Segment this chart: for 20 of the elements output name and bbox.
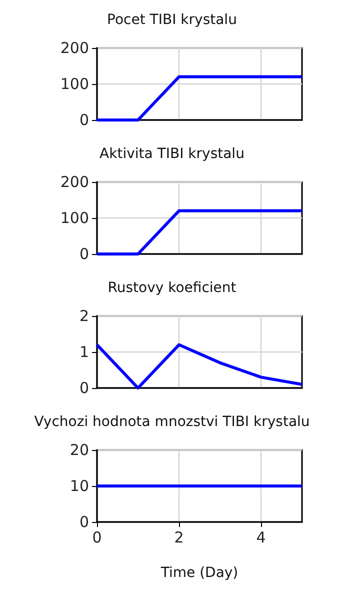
x-axis-title: Time (Day): [160, 565, 238, 581]
y-tick-label: 0: [79, 245, 89, 263]
y-tick-label: 2: [79, 307, 89, 325]
y-tick-label: 200: [60, 173, 89, 191]
y-tick-label: 100: [60, 209, 89, 227]
y-tick-label: 0: [79, 513, 89, 531]
y-tick-label: 0: [79, 111, 89, 129]
x-tick-label: 2: [174, 528, 184, 546]
y-tick-label: 1: [79, 343, 89, 361]
y-tick-label: 0: [79, 379, 89, 397]
x-tick-label: 0: [92, 528, 102, 546]
chart-title: Pocet TIBI krystalu: [107, 12, 237, 28]
chart-title: Rustovy koeficient: [108, 280, 237, 296]
y-tick-label: 20: [70, 441, 89, 459]
x-tick-label: 4: [256, 528, 266, 546]
chart-title: Aktivita TIBI krystalu: [100, 146, 244, 162]
chart-title: Vychozi hodnota mnozstvi TIBI krystalu: [34, 414, 310, 430]
y-tick-label: 200: [60, 39, 89, 57]
y-tick-label: 10: [70, 477, 89, 495]
y-tick-label: 100: [60, 75, 89, 93]
